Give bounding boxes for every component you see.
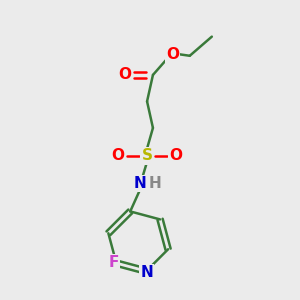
Text: H: H: [148, 176, 161, 191]
Text: F: F: [108, 255, 118, 270]
Text: O: O: [112, 148, 125, 164]
Text: O: O: [166, 46, 179, 62]
Text: N: N: [134, 176, 147, 191]
Text: O: O: [169, 148, 182, 164]
Text: S: S: [142, 148, 153, 164]
Text: O: O: [118, 68, 131, 82]
Text: N: N: [140, 265, 153, 280]
